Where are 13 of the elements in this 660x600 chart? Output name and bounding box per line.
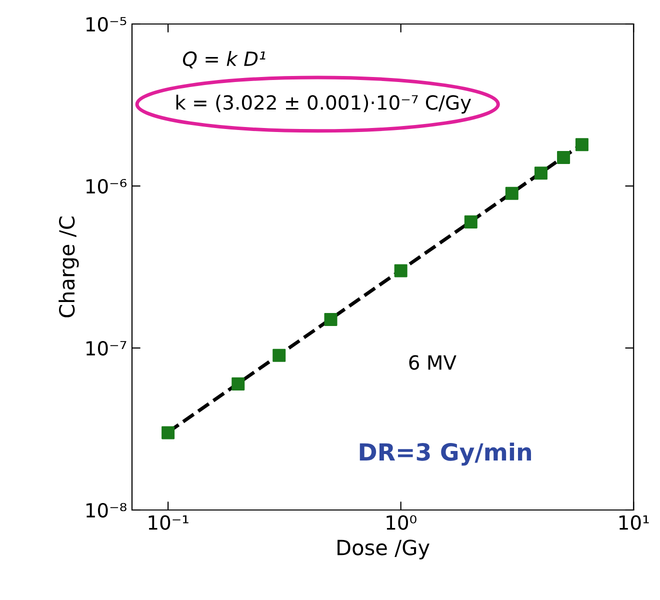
annotation: k = (3.022 ± 0.001)·10⁻⁷ C/Gy: [176, 94, 471, 114]
y-tick-label: 10⁻⁶: [86, 178, 127, 194]
y-tick-label: 10⁻⁵: [86, 16, 126, 32]
y-tick-label: 10⁻⁷: [86, 340, 126, 356]
x-tick-label: 10⁰: [386, 515, 416, 530]
annotation: DR=3 Gy/min: [360, 442, 531, 466]
x-axis-title: Dose /Gy: [338, 540, 430, 560]
x-tick-label: 10¹: [619, 515, 649, 530]
y-tick-label: 10⁻⁸: [86, 502, 126, 518]
annotation: Q = k D¹: [182, 51, 266, 68]
x-tick-label: 10⁻¹: [148, 515, 188, 530]
annotation: 6 MV: [409, 355, 456, 370]
y-axis-title: Charge /C: [58, 216, 79, 318]
